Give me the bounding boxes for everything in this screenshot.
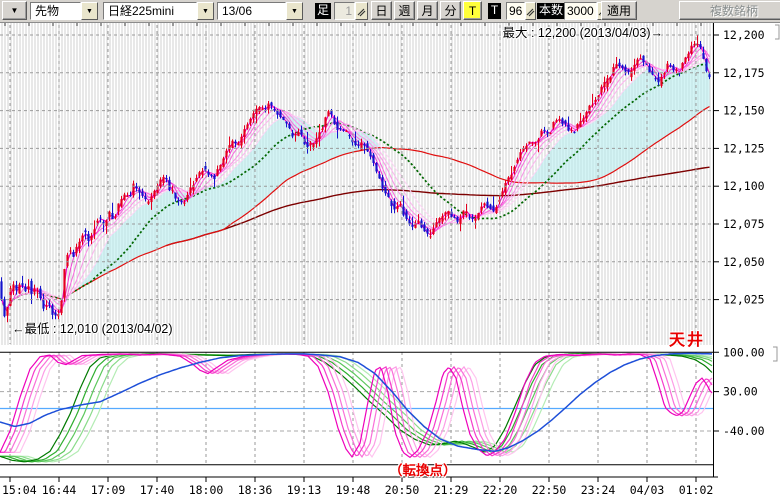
main-chart-panel[interactable]: [0, 22, 714, 345]
time-axis-label: 20:50: [385, 483, 420, 497]
indicator-axis-label: -40.00: [723, 424, 765, 438]
tick-count-value: 96: [506, 2, 526, 20]
combo-arrow-icon[interactable]: ▼: [81, 2, 98, 20]
bar-count-label: 本数: [537, 3, 566, 19]
splitter-handle[interactable]: [775, 24, 780, 40]
dropdown-arrow-icon: ▼: [10, 6, 19, 15]
tick-count-label: T: [488, 3, 501, 19]
price-axis-label: 12,075: [723, 217, 765, 231]
timeframe-tick-button[interactable]: T: [463, 1, 482, 20]
price-axis-label: 12,050: [723, 255, 765, 269]
bar-type-label: 足: [315, 3, 332, 19]
spinner-icon[interactable]: [525, 2, 537, 20]
bar-count-value: 3000: [564, 2, 597, 20]
ceiling-annotation: 天井: [669, 332, 706, 349]
time-axis-label: 17:40: [140, 483, 175, 497]
splitter-handle[interactable]: [773, 346, 778, 362]
toolbar: ▼ 先物 ▼ 日経225mini ▼ 13/06 ▼ 足 1 日 週 月 分 T…: [0, 0, 780, 23]
time-axis-label: 04/03: [630, 483, 665, 497]
indicator-layers: [0, 351, 713, 466]
tick-count-input[interactable]: 96: [506, 2, 537, 20]
bar-count-input[interactable]: 3000: [564, 2, 608, 20]
time-axis-label: 19:13: [287, 483, 322, 497]
time-axis-label: 18:36: [238, 483, 273, 497]
price-axis-label: 12,100: [723, 179, 765, 193]
ma-ribbon-line: [1, 53, 710, 308]
time-axis-label: 22:50: [532, 483, 567, 497]
time-axis-label: 18:00: [189, 483, 224, 497]
spinner-icon[interactable]: [355, 2, 368, 20]
timeframe-month-button[interactable]: 月: [417, 1, 438, 20]
indicator-panel[interactable]: [0, 345, 714, 477]
contract-month-value: 13/06: [217, 2, 286, 20]
ma-red-line: [0, 105, 710, 309]
time-axis-label: 01:02: [679, 483, 714, 497]
indicator-axis-label: 100.00: [723, 345, 765, 359]
chart-menu-button[interactable]: ▼: [2, 1, 27, 20]
rci-slow-line: [0, 352, 712, 452]
interval-value: 1: [334, 2, 355, 20]
combo-arrow-icon[interactable]: ▼: [286, 2, 303, 20]
category-select[interactable]: 先物 ▼: [30, 2, 98, 20]
min-price-annotation: ←最低 : 12,010 (2013/04/02): [12, 322, 173, 336]
category-value: 先物: [30, 2, 81, 20]
rci-fast-line: [0, 353, 713, 459]
time-axis-label: 17:09: [91, 483, 126, 497]
price-axis-label: 12,125: [723, 141, 765, 155]
time-axis-label: 21:29: [434, 483, 469, 497]
price-axis-label: 12,200: [723, 28, 765, 42]
time-axis-label: 15:04: [2, 483, 37, 497]
multi-symbol-button: 複数銘柄: [679, 1, 780, 20]
timeframe-day-button[interactable]: 日: [371, 1, 392, 20]
axes: 12,200 12,175 12,150 12,125 12,100 12,075 12,0…: [0, 22, 780, 497]
ma-cloud-fill: [529, 61, 710, 184]
price-axis-label: 12,150: [723, 104, 765, 118]
combo-arrow-icon[interactable]: ▼: [197, 2, 214, 20]
turning-point-annotation: （転換点）: [389, 463, 457, 478]
time-axis-label: 19:48: [336, 483, 371, 497]
max-price-annotation: 最大 : 12,200 (2013/04/03)→: [502, 26, 663, 40]
symbol-select[interactable]: 日経225mini ▼: [103, 2, 214, 20]
time-axis-label: 16:44: [42, 483, 77, 497]
contract-month-select[interactable]: 13/06 ▼: [217, 2, 303, 20]
price-axis-label: 12,175: [723, 66, 765, 80]
price-axis-label: 12,025: [723, 293, 765, 307]
time-axis-label: 23:24: [581, 483, 616, 497]
main-chart-background: [0, 22, 713, 345]
timeframe-week-button[interactable]: 週: [394, 1, 415, 20]
ma-cloud-fill: [70, 115, 380, 294]
indicator-axis-label: 30.00: [723, 385, 758, 399]
symbol-value: 日経225mini: [103, 2, 197, 20]
timeframe-minute-button[interactable]: 分: [440, 1, 461, 20]
time-axis-label: 22:20: [483, 483, 518, 497]
interval-input[interactable]: 1: [334, 2, 368, 20]
apply-button[interactable]: 適用: [601, 1, 637, 20]
